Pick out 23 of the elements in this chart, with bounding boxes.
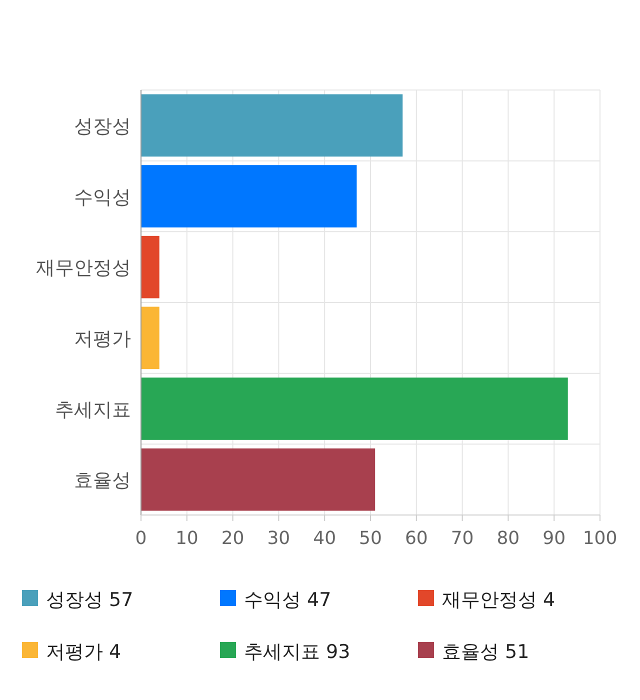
legend-label: 저평가 4 xyxy=(46,641,122,663)
legend-label: 수익성 47 xyxy=(244,589,332,611)
x-tick-label: 40 xyxy=(313,528,336,549)
x-tick-label: 100 xyxy=(582,528,618,549)
legend-label: 성장성 57 xyxy=(46,589,134,611)
x-tick-label: 70 xyxy=(450,528,474,549)
y-tick-label: 저평가 xyxy=(74,328,131,350)
y-tick-label: 추세지표 xyxy=(55,398,131,421)
y-tick-label: 수익성 xyxy=(74,186,131,208)
x-tick-label: 30 xyxy=(267,528,290,549)
legend-label: 추세지표 93 xyxy=(244,641,350,663)
x-tick-label: 20 xyxy=(221,528,244,549)
legend-label: 효율성 51 xyxy=(442,641,530,663)
x-tick-label: 10 xyxy=(175,528,198,549)
x-tick-label: 80 xyxy=(496,528,520,549)
x-tick-label: 50 xyxy=(359,528,382,549)
y-tick-label: 성장성 xyxy=(74,115,131,138)
y-tick-label: 효율성 xyxy=(74,470,131,492)
x-tick-label: 90 xyxy=(542,528,566,549)
x-tick-label: 0 xyxy=(135,528,147,549)
legend-label: 재무안정성 4 xyxy=(442,589,556,611)
x-tick-label: 60 xyxy=(404,528,428,549)
y-tick-label: 재무안정성 xyxy=(36,257,131,280)
